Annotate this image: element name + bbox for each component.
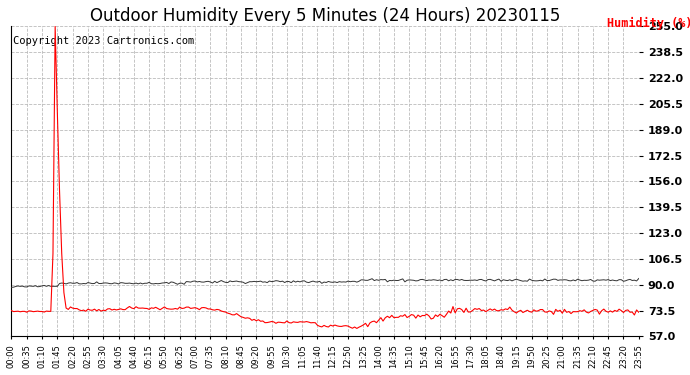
Title: Outdoor Humidity Every 5 Minutes (24 Hours) 20230115: Outdoor Humidity Every 5 Minutes (24 Hou…	[90, 7, 560, 25]
Text: Humidity (%): Humidity (%)	[607, 17, 690, 30]
Text: Copyright 2023 Cartronics.com: Copyright 2023 Cartronics.com	[12, 36, 194, 46]
